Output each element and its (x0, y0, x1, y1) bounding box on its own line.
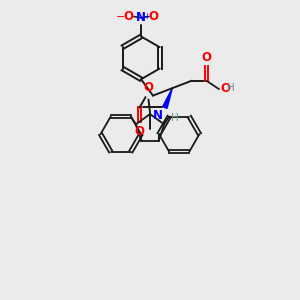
Text: O: O (202, 51, 212, 64)
Text: H: H (227, 83, 235, 94)
Text: O: O (148, 10, 159, 23)
Text: +: + (143, 12, 150, 21)
Text: N: N (136, 11, 146, 24)
Text: O: O (135, 125, 145, 138)
Text: O: O (124, 10, 134, 23)
Text: O: O (143, 81, 154, 94)
Text: H: H (171, 113, 179, 123)
Text: O: O (220, 82, 230, 95)
Polygon shape (163, 88, 172, 108)
Text: N: N (153, 109, 164, 122)
Text: −: − (116, 11, 125, 22)
